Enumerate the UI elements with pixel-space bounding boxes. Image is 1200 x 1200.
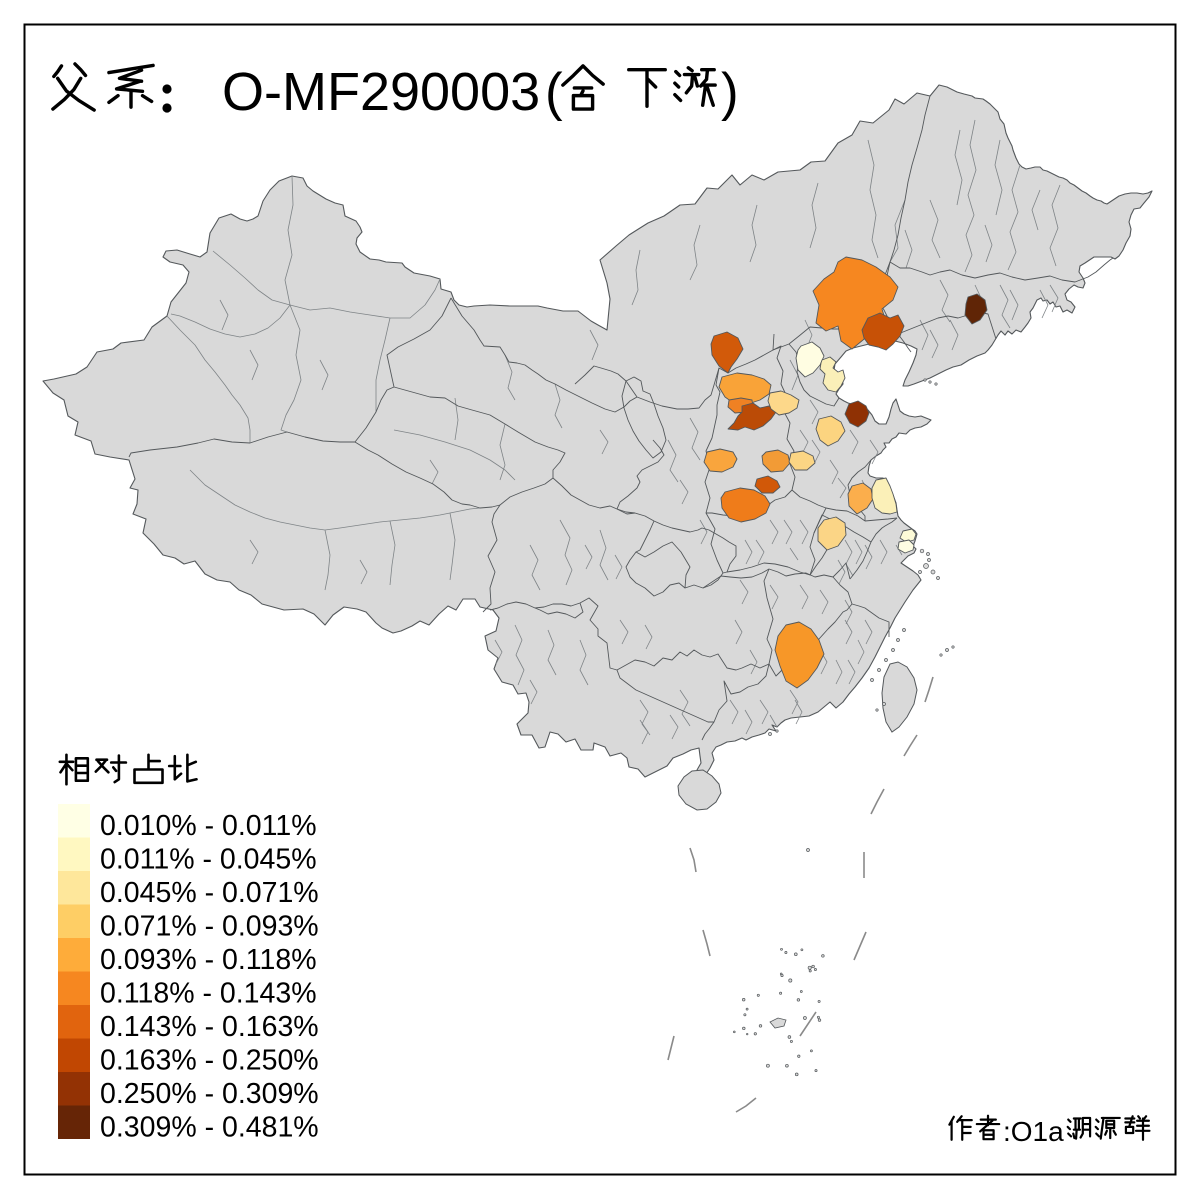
svg-text:0.045% - 0.071%: 0.045% - 0.071% bbox=[100, 877, 319, 909]
svg-text:0.118% - 0.143%: 0.118% - 0.143% bbox=[100, 978, 317, 1010]
svg-text:0.250% - 0.309%: 0.250% - 0.309% bbox=[100, 1078, 319, 1110]
svg-text::O1a: :O1a bbox=[1003, 1116, 1064, 1147]
svg-text:): ) bbox=[721, 63, 739, 122]
svg-text:0.011% - 0.045%: 0.011% - 0.045% bbox=[100, 844, 317, 876]
svg-text:0.071% - 0.093%: 0.071% - 0.093% bbox=[100, 911, 319, 943]
svg-text:0.163% - 0.250%: 0.163% - 0.250% bbox=[100, 1045, 319, 1077]
svg-text:(: ( bbox=[545, 63, 563, 122]
svg-text:0.093% - 0.118%: 0.093% - 0.118% bbox=[100, 944, 317, 976]
svg-text:0.309% - 0.481%: 0.309% - 0.481% bbox=[100, 1112, 319, 1144]
svg-text:0.143% - 0.163%: 0.143% - 0.163% bbox=[100, 1011, 319, 1043]
svg-text:0.010% - 0.011%: 0.010% - 0.011% bbox=[100, 810, 317, 842]
svg-text:O-MF290003: O-MF290003 bbox=[222, 62, 540, 122]
